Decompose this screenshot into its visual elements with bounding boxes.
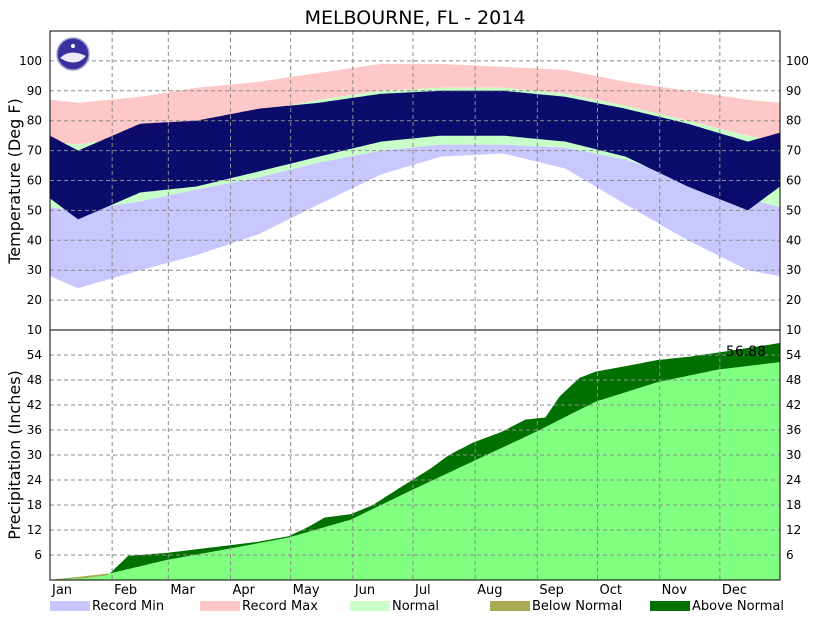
- legend-swatch: [200, 601, 240, 611]
- precipitation-tick-right: 6: [786, 548, 794, 562]
- month-axis: Jan Feb Mar Apr May Jun Jul Aug Sep Oct Nov Dec: [51, 583, 747, 598]
- month-label: Mar: [170, 583, 195, 598]
- month-label: May: [293, 583, 320, 598]
- noaa-logo: [56, 37, 90, 71]
- temperature-tick-left: 90: [27, 84, 42, 98]
- month-label: Jul: [414, 583, 431, 598]
- temperature-tick-right: 40: [786, 233, 801, 247]
- precipitation-tick-left: 48: [27, 373, 42, 387]
- legend-swatch: [50, 601, 90, 611]
- month-label: Jun: [354, 583, 375, 598]
- temperature-tick-left: 70: [27, 144, 42, 158]
- temperature-tick-left: 10: [27, 323, 42, 337]
- month-label: Nov: [662, 583, 688, 598]
- precipitation-tick-right: 48: [786, 373, 801, 387]
- precipitation-tick-left: 54: [27, 348, 42, 362]
- precipitation-tick-right: 54: [786, 348, 801, 362]
- precipitation-tick-left: 6: [34, 548, 42, 562]
- precipitation-tick-right: 42: [786, 398, 801, 412]
- precipitation-tick-right: 36: [786, 423, 801, 437]
- precipitation-tick-left: 30: [27, 448, 42, 462]
- temperature-tick-right: 10: [786, 323, 801, 337]
- normal-precipitation-area: [50, 362, 780, 580]
- temperature-tick-left: 50: [27, 203, 42, 217]
- month-label: Dec: [722, 583, 747, 598]
- temperature-tick-left: 100: [19, 54, 42, 68]
- temperature-axis-label: Temperature (Deg F): [5, 98, 24, 265]
- temperature-tick-right: 100: [786, 54, 809, 68]
- temperature-tick-right: 90: [786, 84, 801, 98]
- precipitation-tick-left: 12: [27, 523, 42, 537]
- precipitation-tick-right: 24: [786, 473, 801, 487]
- temperature-tick-left: 40: [27, 233, 42, 247]
- temperature-tick-right: 70: [786, 144, 801, 158]
- legend-swatch: [350, 601, 390, 611]
- temperature-tick-right: 30: [786, 263, 801, 277]
- precipitation-tick-right: 30: [786, 448, 801, 462]
- temperature-tick-right: 80: [786, 114, 801, 128]
- temperature-tick-right: 60: [786, 174, 801, 188]
- month-label: Sep: [539, 583, 564, 598]
- legend-label: Record Max: [242, 599, 318, 614]
- temperature-tick-left: 60: [27, 174, 42, 188]
- precipitation-panel: 54 54 48 48 42 42 36 36 30 30 24 24 18 18 12 12 6 6: [27, 330, 801, 580]
- legend-label: Above Normal: [692, 599, 784, 614]
- temperature-tick-right: 20: [786, 293, 801, 307]
- precipitation-total-label: 56.88: [726, 344, 766, 360]
- precipitation-tick-right: 18: [786, 498, 801, 512]
- precipitation-tick-left: 42: [27, 398, 42, 412]
- temperature-tick-left: 30: [27, 263, 42, 277]
- temperature-tick-left: 20: [27, 293, 42, 307]
- legend-label: Record Min: [92, 599, 164, 614]
- month-label: Oct: [600, 583, 622, 598]
- month-label: Apr: [232, 583, 255, 598]
- legend: Record Min Record Max Normal Below Normal Ab…: [50, 599, 784, 614]
- below-normal-precipitation-area: [52, 573, 109, 580]
- month-label: Jan: [51, 583, 72, 598]
- precipitation-axis-label: Precipitation (Inches): [5, 370, 24, 540]
- precipitation-tick-right: 12: [786, 523, 801, 537]
- temperature-tick-right: 50: [786, 203, 801, 217]
- month-label: Feb: [114, 583, 137, 598]
- month-label: Aug: [477, 583, 502, 598]
- chart-title: MELBOURNE, FL - 2014: [305, 7, 526, 29]
- precipitation-tick-left: 18: [27, 498, 42, 512]
- legend-label: Normal: [392, 599, 439, 614]
- legend-label: Below Normal: [532, 599, 622, 614]
- legend-swatch: [490, 601, 530, 611]
- legend-swatch: [650, 601, 690, 611]
- precipitation-tick-left: 24: [27, 473, 42, 487]
- precipitation-tick-left: 36: [27, 423, 42, 437]
- precipitation-frame: [49, 329, 781, 581]
- record-max-band: [50, 63, 780, 145]
- temperature-tick-left: 80: [27, 114, 42, 128]
- temperature-panel: 100 100 90 90 80 80 70 70 60 60 50 50 40 40 30 30 20 20 10…: [19, 31, 809, 337]
